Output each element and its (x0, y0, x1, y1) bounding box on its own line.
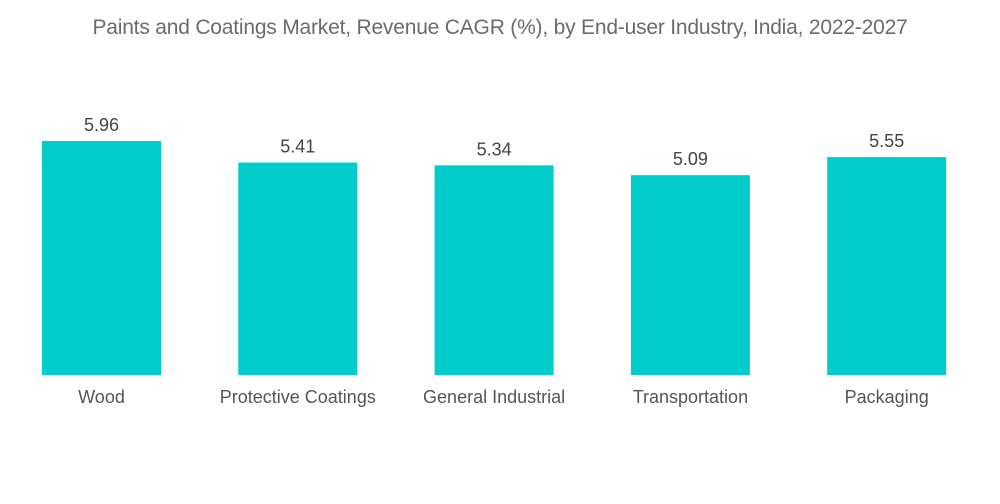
bar-general-industrial (434, 165, 554, 375)
bar-wood (42, 141, 161, 375)
category-label: Protective Coatings (220, 387, 376, 407)
value-label: 5.34 (477, 139, 512, 159)
value-label: 5.41 (280, 137, 315, 157)
chart-title: Paints and Coatings Market, Revenue CAGR… (92, 16, 908, 39)
category-label: Wood (78, 387, 125, 407)
category-label: Transportation (633, 387, 748, 407)
bar-packaging (827, 157, 947, 375)
value-label: 5.55 (869, 131, 904, 151)
bar-transportation (630, 175, 750, 375)
value-label: 5.96 (84, 115, 119, 135)
category-label: Packaging (845, 387, 929, 407)
category-label: General Industrial (423, 387, 565, 407)
bar-protective-coatings (238, 162, 358, 375)
value-label: 5.09 (673, 149, 708, 169)
